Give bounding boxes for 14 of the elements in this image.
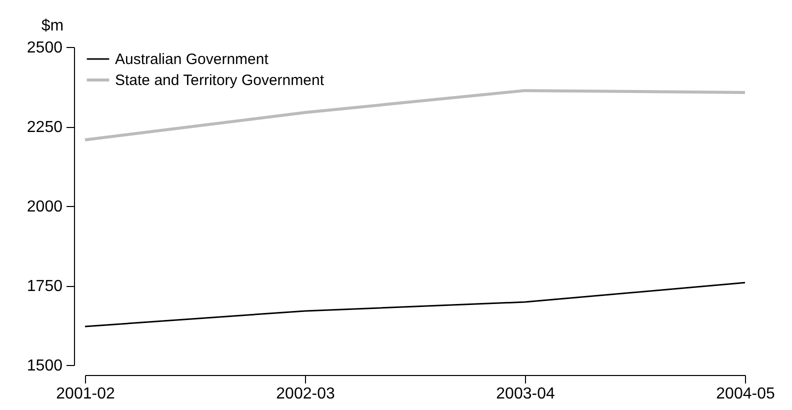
y-tick-label: 1500 bbox=[26, 358, 63, 374]
x-tick-label: 2004-05 bbox=[716, 386, 775, 402]
x-tick-label: 2001-02 bbox=[56, 386, 115, 402]
legend-label: Australian Government bbox=[115, 51, 270, 68]
y-tick-label: 1750 bbox=[26, 278, 63, 295]
y-tick-label: 2250 bbox=[26, 119, 63, 136]
y-tick-label: 2500 bbox=[26, 40, 63, 56]
y-tick-label: 2000 bbox=[26, 198, 63, 216]
x-tick-label: 2003-04 bbox=[496, 386, 555, 402]
line-series bbox=[84, 282, 746, 328]
legend-label: State and Territory Government bbox=[115, 72, 325, 89]
line-series bbox=[84, 89, 746, 142]
y-axis-title: $m bbox=[41, 18, 64, 34]
x-tick-label: 2002-03 bbox=[276, 386, 335, 402]
